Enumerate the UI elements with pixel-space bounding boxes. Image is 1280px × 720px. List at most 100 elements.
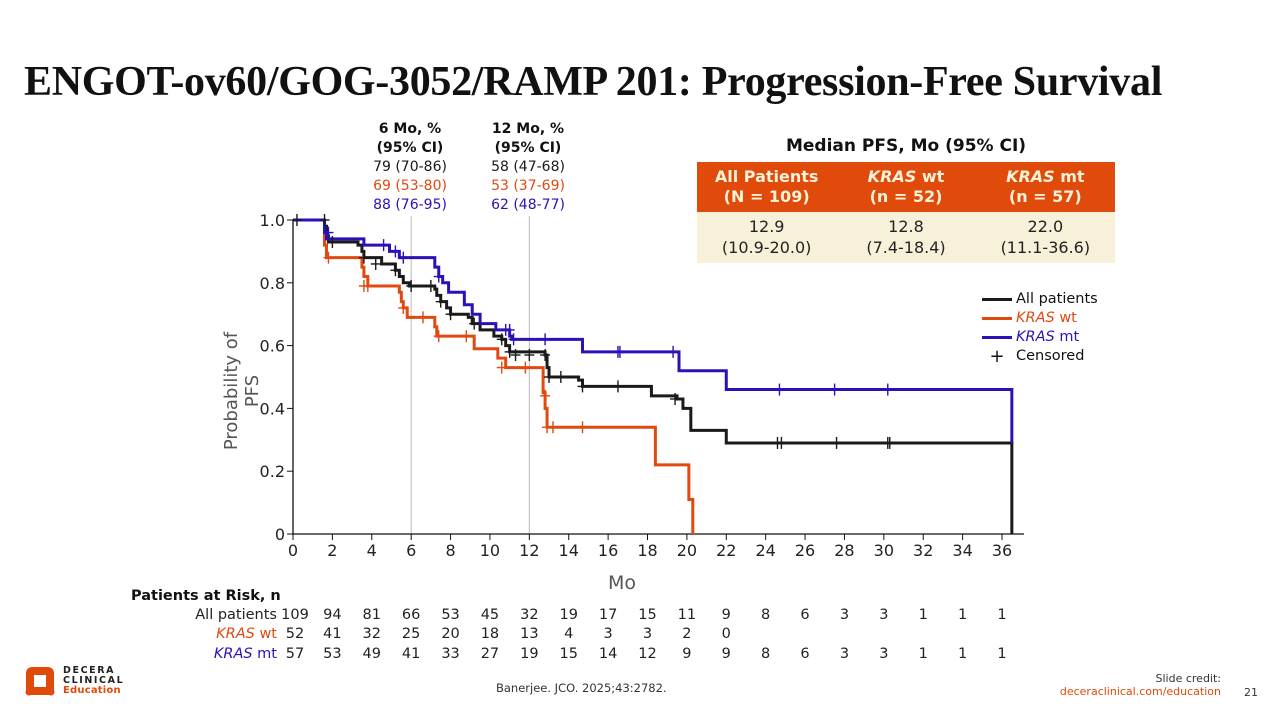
censor-mark-wt bbox=[417, 311, 428, 324]
censor-mark-wt bbox=[496, 361, 507, 374]
risk-value: 15 bbox=[638, 607, 657, 623]
x-tick-label: 22 bbox=[716, 541, 736, 560]
censor-mark-all bbox=[358, 251, 369, 264]
risk-row-mt: KRAS mt 57 53 49 41 33 27 19 15 14 12 9 9 8 6 3 3 1 1 1 bbox=[0, 645, 1280, 664]
risk-value: 19 bbox=[559, 607, 578, 623]
landmark-6mo-mt: 88 (76-95) bbox=[373, 197, 447, 213]
citation: Banerjee. JCO. 2025;43:2782. bbox=[496, 681, 667, 695]
risk-value: 8 bbox=[761, 646, 771, 662]
censor-mark-mt bbox=[614, 345, 625, 358]
censor-mark-all bbox=[406, 279, 417, 292]
risk-value: 13 bbox=[520, 626, 539, 642]
legend-label-all: All patients bbox=[1016, 291, 1098, 307]
y-axis-label: Probability of PFS bbox=[221, 331, 263, 451]
legend-label-censored: Censored bbox=[1016, 348, 1085, 364]
censor-mark-mt bbox=[390, 245, 401, 258]
censor-mark-all bbox=[504, 345, 515, 358]
risk-value: 12 bbox=[638, 646, 657, 662]
risk-row-gene: KRAS bbox=[213, 646, 253, 662]
legend-label-wt: wt bbox=[1054, 310, 1077, 326]
risk-value: 9 bbox=[682, 646, 692, 662]
censor-mark-all bbox=[555, 371, 566, 383]
median-pfs-table: All Patients (N = 109) KRAS wt (n = 52) … bbox=[697, 162, 1115, 263]
censor-mark-all bbox=[469, 317, 480, 330]
median-col-mt-n: (n = 57) bbox=[1008, 187, 1082, 206]
risk-value: 41 bbox=[401, 646, 421, 662]
risk-value: 4 bbox=[564, 626, 574, 642]
risk-row-suffix: mt bbox=[252, 646, 277, 662]
x-axis-label: Mo bbox=[607, 572, 637, 594]
censor-mark-all bbox=[884, 436, 895, 449]
legend-item-censored: + Censored bbox=[982, 347, 1098, 366]
median-col-all-label: All Patients bbox=[714, 167, 819, 186]
risk-value: 1 bbox=[918, 607, 928, 623]
censor-mark-all bbox=[577, 380, 588, 393]
decera-logo: DECERA CLINICAL Education bbox=[25, 666, 124, 696]
risk-value: 1 bbox=[997, 646, 1007, 662]
km-curve-wt bbox=[293, 218, 695, 534]
x-tick-label: 12 bbox=[519, 541, 539, 560]
x-tick-label: 0 bbox=[288, 541, 298, 560]
median-mt-value: 22.0 bbox=[1027, 217, 1064, 236]
y-tick-label: 0.8 bbox=[260, 274, 285, 293]
risk-value: 9 bbox=[721, 607, 731, 623]
risk-value: 18 bbox=[480, 626, 500, 642]
risk-row-label: KRAS wt bbox=[216, 625, 277, 644]
km-curve-all bbox=[293, 218, 1014, 534]
median-all-value: 12.9 bbox=[748, 217, 785, 236]
risk-value: 41 bbox=[323, 626, 342, 642]
censor-mark-all bbox=[390, 264, 401, 277]
y-tick-label: 0.4 bbox=[260, 399, 285, 418]
landmark-6mo: 6 Mo, % (95% CI) 79 (70-86) 69 (53-80) 8… bbox=[355, 120, 465, 215]
censor-mark-wt bbox=[520, 361, 531, 374]
risk-value: 1 bbox=[957, 607, 968, 623]
median-wt-ci: (7.4-18.4) bbox=[866, 238, 946, 257]
median-table-value-row: 12.9 (10.9-20.0) 12.8 (7.4-18.4) 22.0 (1… bbox=[697, 212, 1115, 263]
censor-mark-all bbox=[327, 235, 338, 248]
risk-value: 3 bbox=[642, 626, 653, 642]
risk-value: 19 bbox=[520, 646, 539, 662]
risk-value: 25 bbox=[401, 626, 421, 642]
censor-mark-wt bbox=[547, 421, 558, 434]
reference-lines bbox=[410, 216, 530, 534]
legend-label-mt: mt bbox=[1054, 329, 1080, 345]
median-col-wt-header: KRAS wt (n = 52) bbox=[836, 162, 976, 212]
censor-mark-all bbox=[612, 380, 623, 393]
median-col-wt-n: (n = 52) bbox=[869, 187, 943, 206]
landmark-12mo-mt: 62 (48-77) bbox=[491, 197, 565, 213]
risk-value: 33 bbox=[441, 646, 460, 662]
censor-mark-all bbox=[524, 349, 535, 362]
censor-mark-wt bbox=[433, 330, 444, 343]
slide-number: 21 bbox=[1244, 686, 1258, 699]
risk-table-title: Patients at Risk, n bbox=[131, 588, 281, 604]
risk-value: 11 bbox=[677, 607, 697, 623]
censor-mark-mt bbox=[882, 383, 893, 396]
censor-mark-all bbox=[540, 349, 551, 362]
x-tick-label: 28 bbox=[834, 541, 854, 560]
censor-mark-wt bbox=[362, 279, 373, 292]
risk-value: 81 bbox=[362, 607, 381, 623]
y-tick-label: 0.2 bbox=[260, 462, 285, 481]
risk-value: 1 bbox=[918, 646, 928, 662]
risk-value: 3 bbox=[879, 607, 889, 623]
legend-gene-wt: KRAS bbox=[1016, 310, 1055, 326]
landmark-6mo-wt: 69 (53-80) bbox=[373, 178, 447, 194]
axes: 0 2 4 6 8 10 12 14 16 18 20 22 24 26 28 30 32 34 3600.20.4… bbox=[260, 211, 1024, 560]
risk-value: 53 bbox=[323, 646, 342, 662]
median-wt-value: 12.8 bbox=[888, 217, 924, 236]
median-table-header-row: All Patients (N = 109) KRAS wt (n = 52) … bbox=[697, 162, 1115, 212]
censor-mark-all bbox=[831, 436, 842, 449]
x-tick-label: 14 bbox=[559, 541, 579, 560]
slide-credit-link[interactable]: deceraclinical.com/education bbox=[1059, 685, 1221, 698]
risk-row-all: All patients 109 94 81 66 53 45 32 19 17 15 11 9 8 6 3 3… bbox=[0, 606, 1280, 625]
x-tick-label: 36 bbox=[992, 541, 1012, 560]
median-col-all-n: (N = 109) bbox=[723, 187, 810, 206]
risk-value: 0 bbox=[721, 626, 731, 642]
censor-mark-all bbox=[544, 371, 555, 383]
y-tick-label: 0.6 bbox=[260, 337, 285, 356]
x-tick-label: 4 bbox=[367, 541, 377, 560]
slide-credit: Slide credit: deceraclinical.com/educati… bbox=[1060, 672, 1221, 698]
risk-row-wt: KRAS wt 52 41 32 25 20 18 13 4 3 3 2 0 bbox=[0, 625, 1280, 644]
risk-value: 8 bbox=[761, 607, 771, 623]
